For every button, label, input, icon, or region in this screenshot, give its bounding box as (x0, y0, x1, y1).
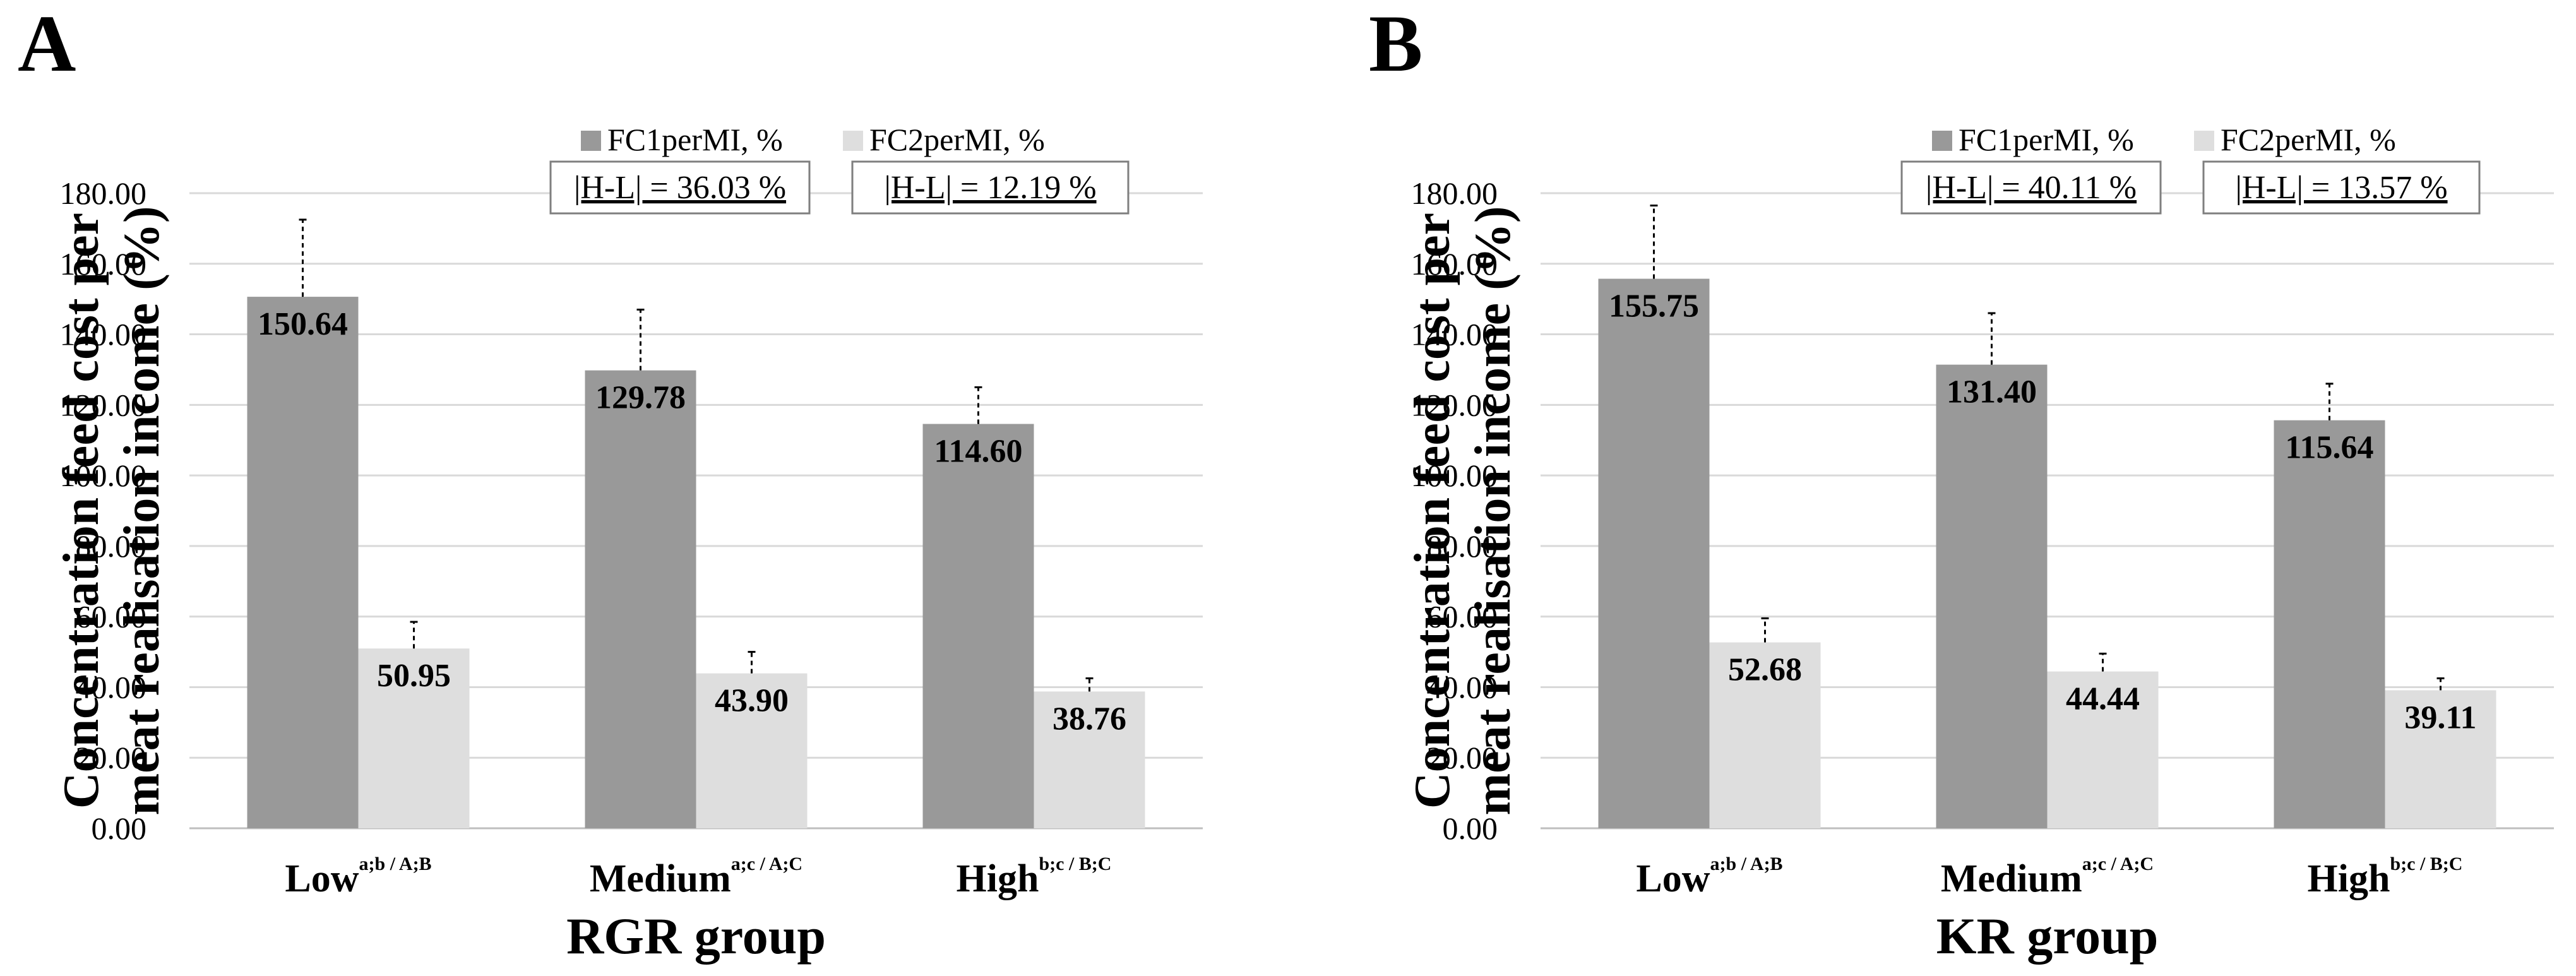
difference-text: |H-L| = 40.11 % (1926, 170, 2137, 206)
legend-swatch-fc2 (843, 131, 863, 151)
y-tick-label: 160.00 (60, 246, 147, 282)
x-tick-superscript: a;b / A;B (359, 854, 432, 874)
x-tick-label: Lowa;b / A;B (285, 854, 431, 900)
legend-swatch-fc1 (1932, 131, 1952, 151)
bar-fc2-low (1709, 642, 1821, 828)
panel-label: B (1369, 0, 1422, 88)
y-axis-title: Concentration feed cost per meat realisat… (1405, 206, 1521, 816)
y-tick-label: 180.00 (60, 176, 147, 211)
x-tick-name: Low (285, 857, 359, 900)
bar-fc1-medium (1936, 364, 2048, 828)
chart-panel-a: A 0.00 20.00 40.00 60.00 80.00 100.00 120.00 140… (18, 0, 1203, 965)
data-label: 131.40 (1947, 374, 2037, 410)
y-tick-label: 40.00 (1427, 669, 1498, 705)
bar-fc1-medium (585, 370, 696, 828)
x-tick-label: Highb;c / B;C (957, 854, 1112, 900)
x-tick-superscript: a;c / A;C (2082, 854, 2154, 874)
data-label: 114.60 (934, 434, 1022, 470)
difference-text: |H-L| = 36.03 % (574, 170, 786, 206)
x-tick-name: Low (1636, 857, 1710, 900)
y-tick-label: 160.00 (1411, 246, 1498, 282)
bar-fc2-high (2385, 690, 2496, 828)
data-label: 115.64 (2285, 430, 2373, 466)
y-tick-label: 0.00 (1443, 811, 1498, 846)
y-tick-label: 0.00 (92, 811, 147, 846)
y-tick-label: 60.00 (1427, 599, 1498, 634)
x-axis-title: KR group (1936, 907, 2159, 965)
x-tick-superscript: b;c / B;C (2390, 854, 2462, 874)
legend-swatch-fc2 (2194, 131, 2214, 151)
y-tick-label: 40.00 (76, 669, 147, 705)
y-tick-label: 100.00 (60, 458, 147, 493)
difference-box (851, 160, 1130, 215)
data-label: 150.64 (258, 306, 348, 342)
data-label: 50.95 (377, 658, 451, 694)
x-tick-name: High (957, 857, 1039, 900)
y-tick-label: 80.00 (1427, 528, 1498, 564)
data-label: 52.68 (1728, 652, 1802, 688)
bar-fc1-low (247, 297, 359, 828)
legend-label: FC2perMI, % (869, 122, 1045, 157)
chart-panel-b: B 0.00 20.00 40.00 60.00 80.00 100.00 120.00 140… (1369, 0, 2554, 965)
y-tick-label: 140.00 (1411, 317, 1498, 352)
y-axis-title-line: meat realisation income (%) (114, 206, 170, 816)
legend-label: FC2perMI, % (2221, 122, 2396, 157)
difference-text: |H-L| = 13.57 % (2235, 170, 2447, 206)
x-tick-name: Medium (1941, 857, 2082, 900)
data-label: 39.11 (2404, 699, 2476, 735)
y-axis-title: Concentration feed cost per meat realisat… (54, 206, 170, 816)
y-tick-label: 60.00 (76, 599, 147, 634)
difference-box (2202, 160, 2481, 215)
x-tick-label: Mediuma;c / A;C (590, 854, 802, 900)
difference-box (549, 160, 811, 215)
x-tick-superscript: b;c / B;C (1039, 854, 1111, 874)
panel-label: A (18, 0, 76, 88)
y-tick-label: 180.00 (1411, 176, 1498, 211)
legend-label: FC1perMI, % (1959, 122, 2134, 157)
y-axis-title-line: Concentration feed cost per (54, 213, 109, 809)
y-tick-label: 120.00 (1411, 387, 1498, 422)
bar-fc2-low (358, 648, 470, 828)
y-tick-label: 140.00 (60, 317, 147, 352)
data-label: 43.90 (715, 683, 789, 719)
y-axis-title-line: Concentration feed cost per (1405, 213, 1460, 809)
x-axis-title: RGR group (566, 907, 826, 965)
bar-fc1-high (922, 424, 1034, 828)
x-tick-label: Highb;c / B;C (2308, 854, 2463, 900)
data-label: 155.75 (1609, 289, 1699, 324)
y-tick-label: 20.00 (76, 740, 147, 775)
bar-fc2-medium (2047, 671, 2159, 828)
y-tick-label: 80.00 (76, 528, 147, 564)
data-label: 129.78 (595, 380, 686, 416)
x-tick-superscript: a;b / A;B (1710, 854, 1783, 874)
x-tick-label: Lowa;b / A;B (1636, 854, 1782, 900)
bar-fc2-high (1034, 691, 1145, 828)
difference-box (1900, 160, 2162, 215)
data-label: 44.44 (2066, 681, 2140, 717)
bar-fc2-medium (696, 673, 808, 828)
legend-swatch-fc1 (581, 131, 601, 151)
data-label: 38.76 (1052, 701, 1126, 737)
x-tick-name: Medium (590, 857, 731, 900)
y-tick-label: 120.00 (60, 387, 147, 422)
y-axis-title-line: meat realisation income (%) (1465, 206, 1521, 816)
bar-fc1-high (2274, 420, 2385, 828)
x-tick-name: High (2308, 857, 2390, 900)
x-tick-label: Mediuma;c / A;C (1941, 854, 2154, 900)
x-tick-superscript: a;c / A;C (731, 854, 802, 874)
difference-text: |H-L| = 12.19 % (884, 170, 1096, 206)
y-tick-label: 20.00 (1427, 740, 1498, 775)
bar-fc1-low (1598, 278, 1710, 829)
y-tick-label: 100.00 (1411, 458, 1498, 493)
legend-label: FC1perMI, % (607, 122, 783, 157)
